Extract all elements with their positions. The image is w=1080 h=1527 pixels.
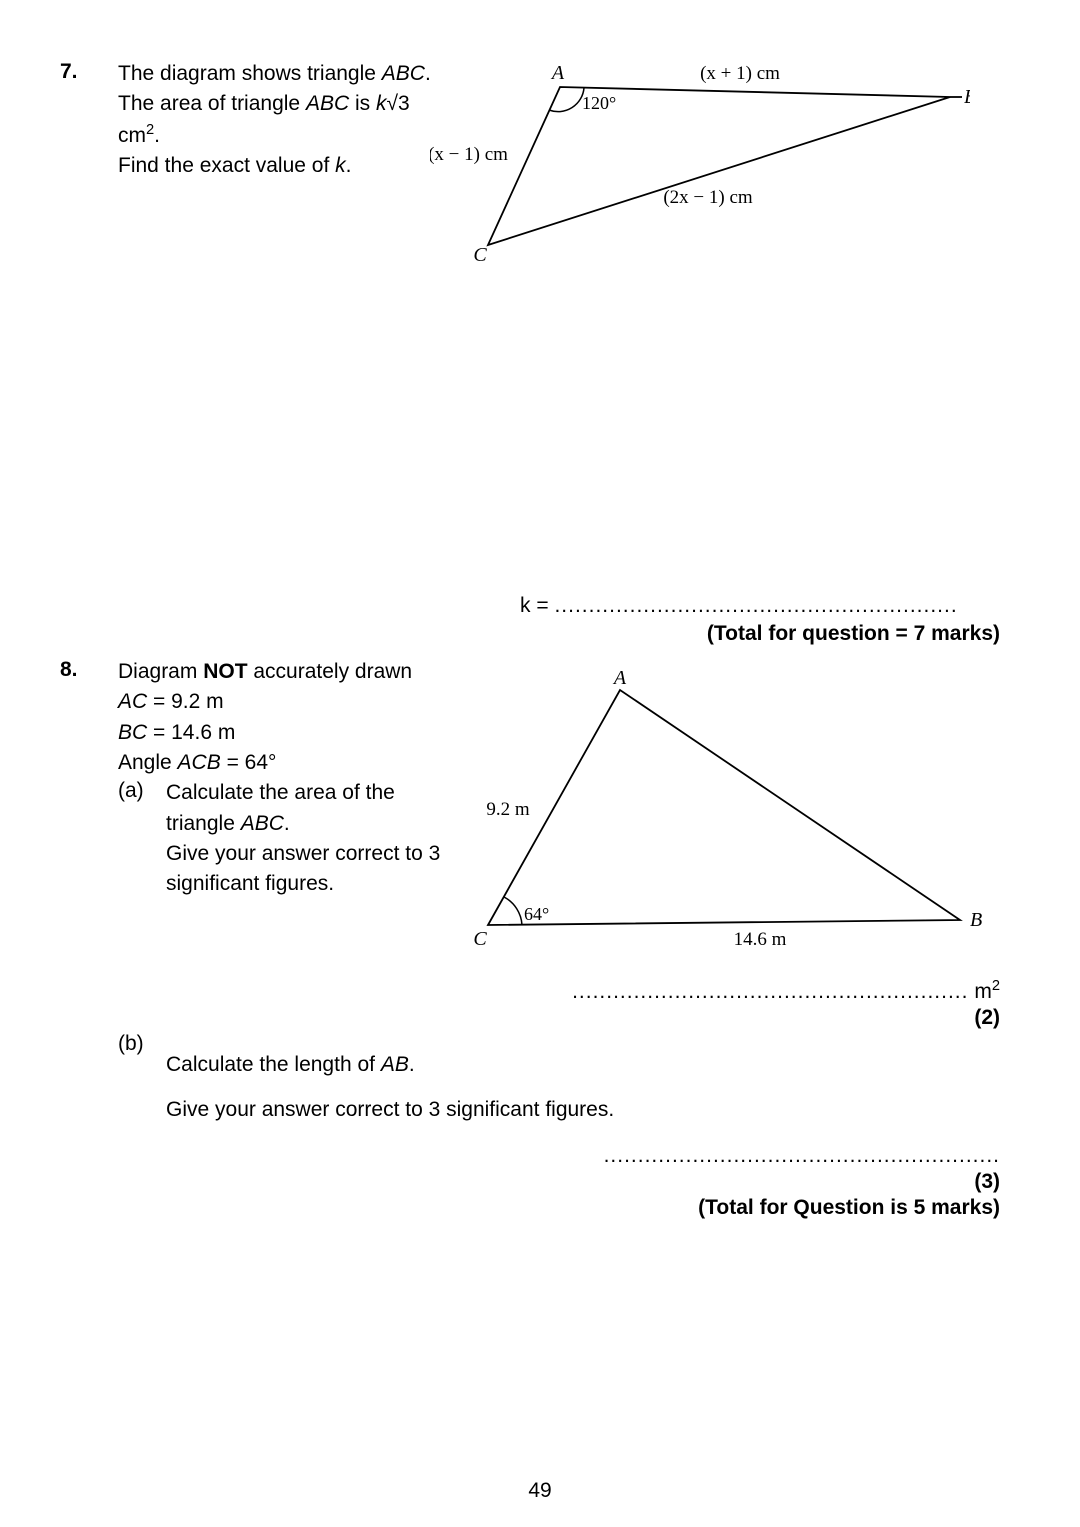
- answer-dots: ........................................…: [572, 980, 968, 1003]
- text: significant figures.: [166, 870, 446, 898]
- text-line: triangle ABC.: [166, 810, 446, 838]
- text-italic: k: [335, 154, 346, 177]
- side-CB-label: 14.6 m: [734, 929, 787, 950]
- subpart-body: Calculate the length of AB. Give your an…: [166, 1032, 1020, 1143]
- side-AC-label: (x − 1) cm: [430, 144, 508, 165]
- q8b-answer-block: ........................................…: [60, 1144, 1000, 1220]
- text-italic: ABC: [382, 62, 425, 85]
- q7-line3: cm2.: [118, 121, 458, 150]
- q8a-marks: (2): [60, 1006, 1000, 1030]
- q8b-answer-line: ........................................…: [60, 1144, 1000, 1168]
- text-italic: ACB: [178, 751, 221, 774]
- superscript: 2: [146, 122, 154, 138]
- q7-line2: The area of triangle ABC is k√3: [118, 90, 458, 118]
- subpart-body: Calculate the area of the triangle ABC. …: [166, 779, 446, 900]
- angle-arc: [504, 897, 522, 925]
- angle-label: 120°: [582, 93, 616, 113]
- answer-label: k =: [520, 594, 554, 617]
- side-AC-label: 9.2 m: [486, 799, 530, 820]
- q8-diagram: A B C 64° 9.2 m 14.6 m: [450, 670, 990, 960]
- page-number: 49: [0, 1479, 1080, 1503]
- text: Calculate the length of: [166, 1053, 381, 1076]
- q7-line1: The diagram shows triangle ABC.: [118, 60, 458, 88]
- q7-total: (Total for question = 7 marks): [60, 622, 1000, 646]
- text: The area of triangle: [118, 92, 306, 115]
- page: 7. The diagram shows triangle ABC. The a…: [0, 0, 1080, 1527]
- text: Calculate the area of the: [166, 779, 446, 807]
- side-BC-label: (2x − 1) cm: [663, 187, 753, 208]
- subpart-number: (a): [118, 779, 166, 900]
- q7-line4: Find the exact value of k.: [118, 152, 458, 180]
- text: = 64°: [221, 751, 277, 774]
- subpart: (b) Calculate the length of AB. Give you…: [118, 1032, 1020, 1143]
- text: .: [409, 1053, 415, 1076]
- text-italic: ABC: [306, 92, 349, 115]
- text-italic: AC: [118, 690, 147, 713]
- text: √3: [386, 92, 409, 115]
- text: .: [154, 124, 160, 147]
- side-AB-label: (x + 1) cm: [700, 63, 780, 84]
- text: triangle: [166, 812, 241, 835]
- q7-answer-line: k = ....................................…: [60, 594, 1000, 618]
- label-B: B: [964, 86, 970, 108]
- text: is: [349, 92, 376, 115]
- q8a-answer-block: ........................................…: [60, 978, 1000, 1030]
- text-italic: k: [376, 92, 387, 115]
- text-line: Calculate the length of AB.: [166, 1053, 1020, 1077]
- answer-dots: ........................................…: [554, 594, 957, 617]
- angle-label: 64°: [524, 904, 549, 924]
- text: The diagram shows triangle: [118, 62, 382, 85]
- label-C: C: [473, 928, 487, 950]
- text-italic: AB: [381, 1053, 409, 1076]
- text: Angle: [118, 751, 178, 774]
- q8-part-b: (b) Calculate the length of AB. Give you…: [118, 1032, 1020, 1143]
- text-italic: ABC: [241, 812, 284, 835]
- q8a-answer-line: ........................................…: [60, 978, 1000, 1004]
- text: Give your answer correct to 3: [166, 840, 446, 868]
- label-C: C: [473, 244, 487, 265]
- triangle-diagram-svg: A B C 64° 9.2 m 14.6 m: [450, 670, 990, 960]
- label-A: A: [550, 62, 565, 84]
- text: accurately drawn: [248, 660, 413, 683]
- q7-answer-block: k = ....................................…: [60, 594, 1000, 646]
- q7-diagram: A B C 120° (x + 1) cm (x − 1) cm (2x − 1…: [430, 55, 970, 265]
- triangle-diagram-svg: A B C 120° (x + 1) cm (x − 1) cm (2x − 1…: [430, 55, 970, 265]
- question-number: 8.: [60, 658, 118, 901]
- q8b-marks: (3): [60, 1170, 1000, 1194]
- text-italic: BC: [118, 721, 147, 744]
- triangle-shape: [488, 87, 950, 245]
- label-B: B: [970, 909, 982, 931]
- triangle-shape: [488, 690, 960, 925]
- text: Diagram: [118, 660, 203, 683]
- unit-sup: 2: [992, 978, 1000, 994]
- text: .: [284, 812, 290, 835]
- text: Find the exact value of: [118, 154, 335, 177]
- answer-dots: ........................................…: [604, 1144, 1000, 1167]
- q8-total: (Total for Question is 5 marks): [60, 1196, 1000, 1220]
- text: Give your answer correct to 3 significan…: [166, 1098, 1020, 1122]
- text: = 9.2 m: [147, 690, 223, 713]
- label-A: A: [612, 670, 627, 689]
- text: = 14.6 m: [147, 721, 235, 744]
- question-body: The diagram shows triangle ABC. The area…: [118, 60, 458, 182]
- text-bold: NOT: [203, 660, 247, 683]
- text: cm: [118, 124, 146, 147]
- question-number: 7.: [60, 60, 118, 182]
- text: .: [346, 154, 352, 177]
- unit: m2: [974, 980, 1000, 1003]
- subpart-number: (b): [118, 1032, 166, 1143]
- unit-m: m: [974, 980, 992, 1003]
